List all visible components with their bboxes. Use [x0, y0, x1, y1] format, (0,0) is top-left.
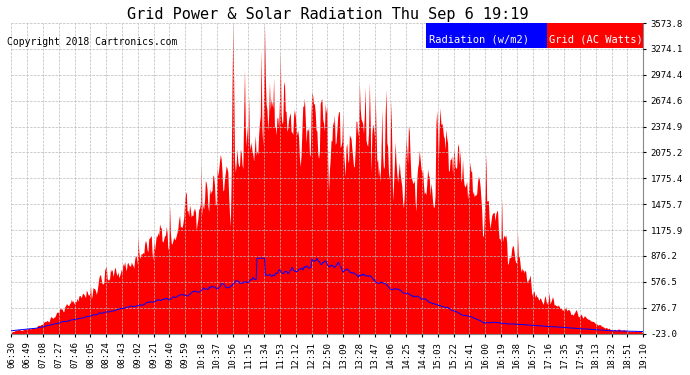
Text: Radiation (w/m2): Radiation (w/m2)	[428, 34, 529, 44]
Title: Grid Power & Solar Radiation Thu Sep 6 19:19: Grid Power & Solar Radiation Thu Sep 6 1…	[126, 7, 528, 22]
Text: Copyright 2018 Cartronics.com: Copyright 2018 Cartronics.com	[7, 37, 177, 47]
Text: Grid (AC Watts): Grid (AC Watts)	[549, 34, 643, 44]
